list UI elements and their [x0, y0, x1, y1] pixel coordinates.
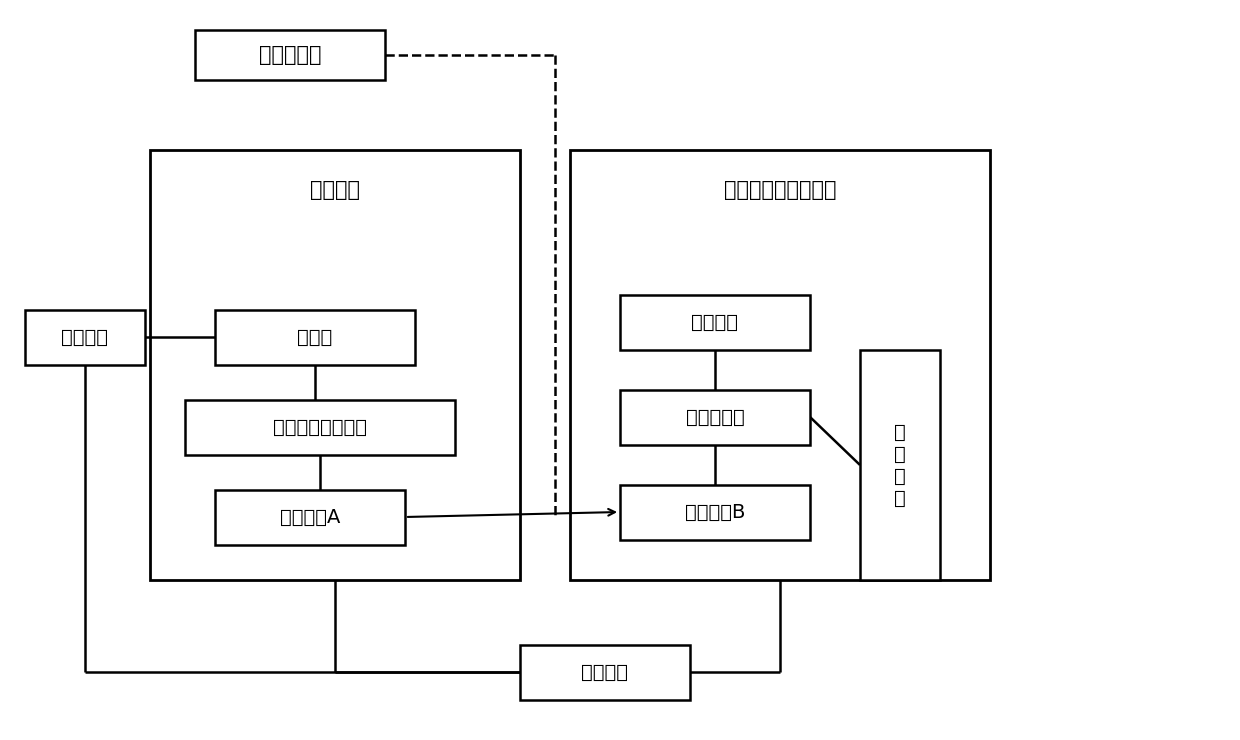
Bar — [620, 295, 810, 350]
Bar — [861, 350, 940, 580]
Text: 显示模块: 显示模块 — [692, 313, 739, 332]
Text: 处理器模块: 处理器模块 — [686, 408, 744, 427]
Text: 报
警
模
块: 报 警 模 块 — [894, 423, 906, 508]
Text: 电源单元: 电源单元 — [582, 663, 629, 682]
Bar — [215, 490, 405, 545]
Text: 分布式光纤传感器: 分布式光纤传感器 — [273, 418, 367, 437]
Bar — [195, 30, 384, 80]
Bar — [215, 310, 415, 365]
Bar — [570, 150, 990, 580]
Text: 宽带光源: 宽带光源 — [62, 328, 109, 347]
Bar — [185, 400, 455, 455]
Text: 调解仪: 调解仪 — [298, 328, 332, 347]
Text: 通信模块B: 通信模块B — [684, 503, 745, 522]
Bar — [25, 310, 145, 365]
Bar — [620, 390, 810, 445]
Text: 区块链单元: 区块链单元 — [259, 45, 321, 65]
Bar — [150, 150, 520, 580]
Text: 通信模块A: 通信模块A — [280, 508, 340, 527]
Text: 检测单元: 检测单元 — [310, 180, 360, 200]
Bar — [620, 485, 810, 540]
Text: 显示单元及报警单元: 显示单元及报警单元 — [724, 180, 836, 200]
Bar — [520, 645, 689, 700]
